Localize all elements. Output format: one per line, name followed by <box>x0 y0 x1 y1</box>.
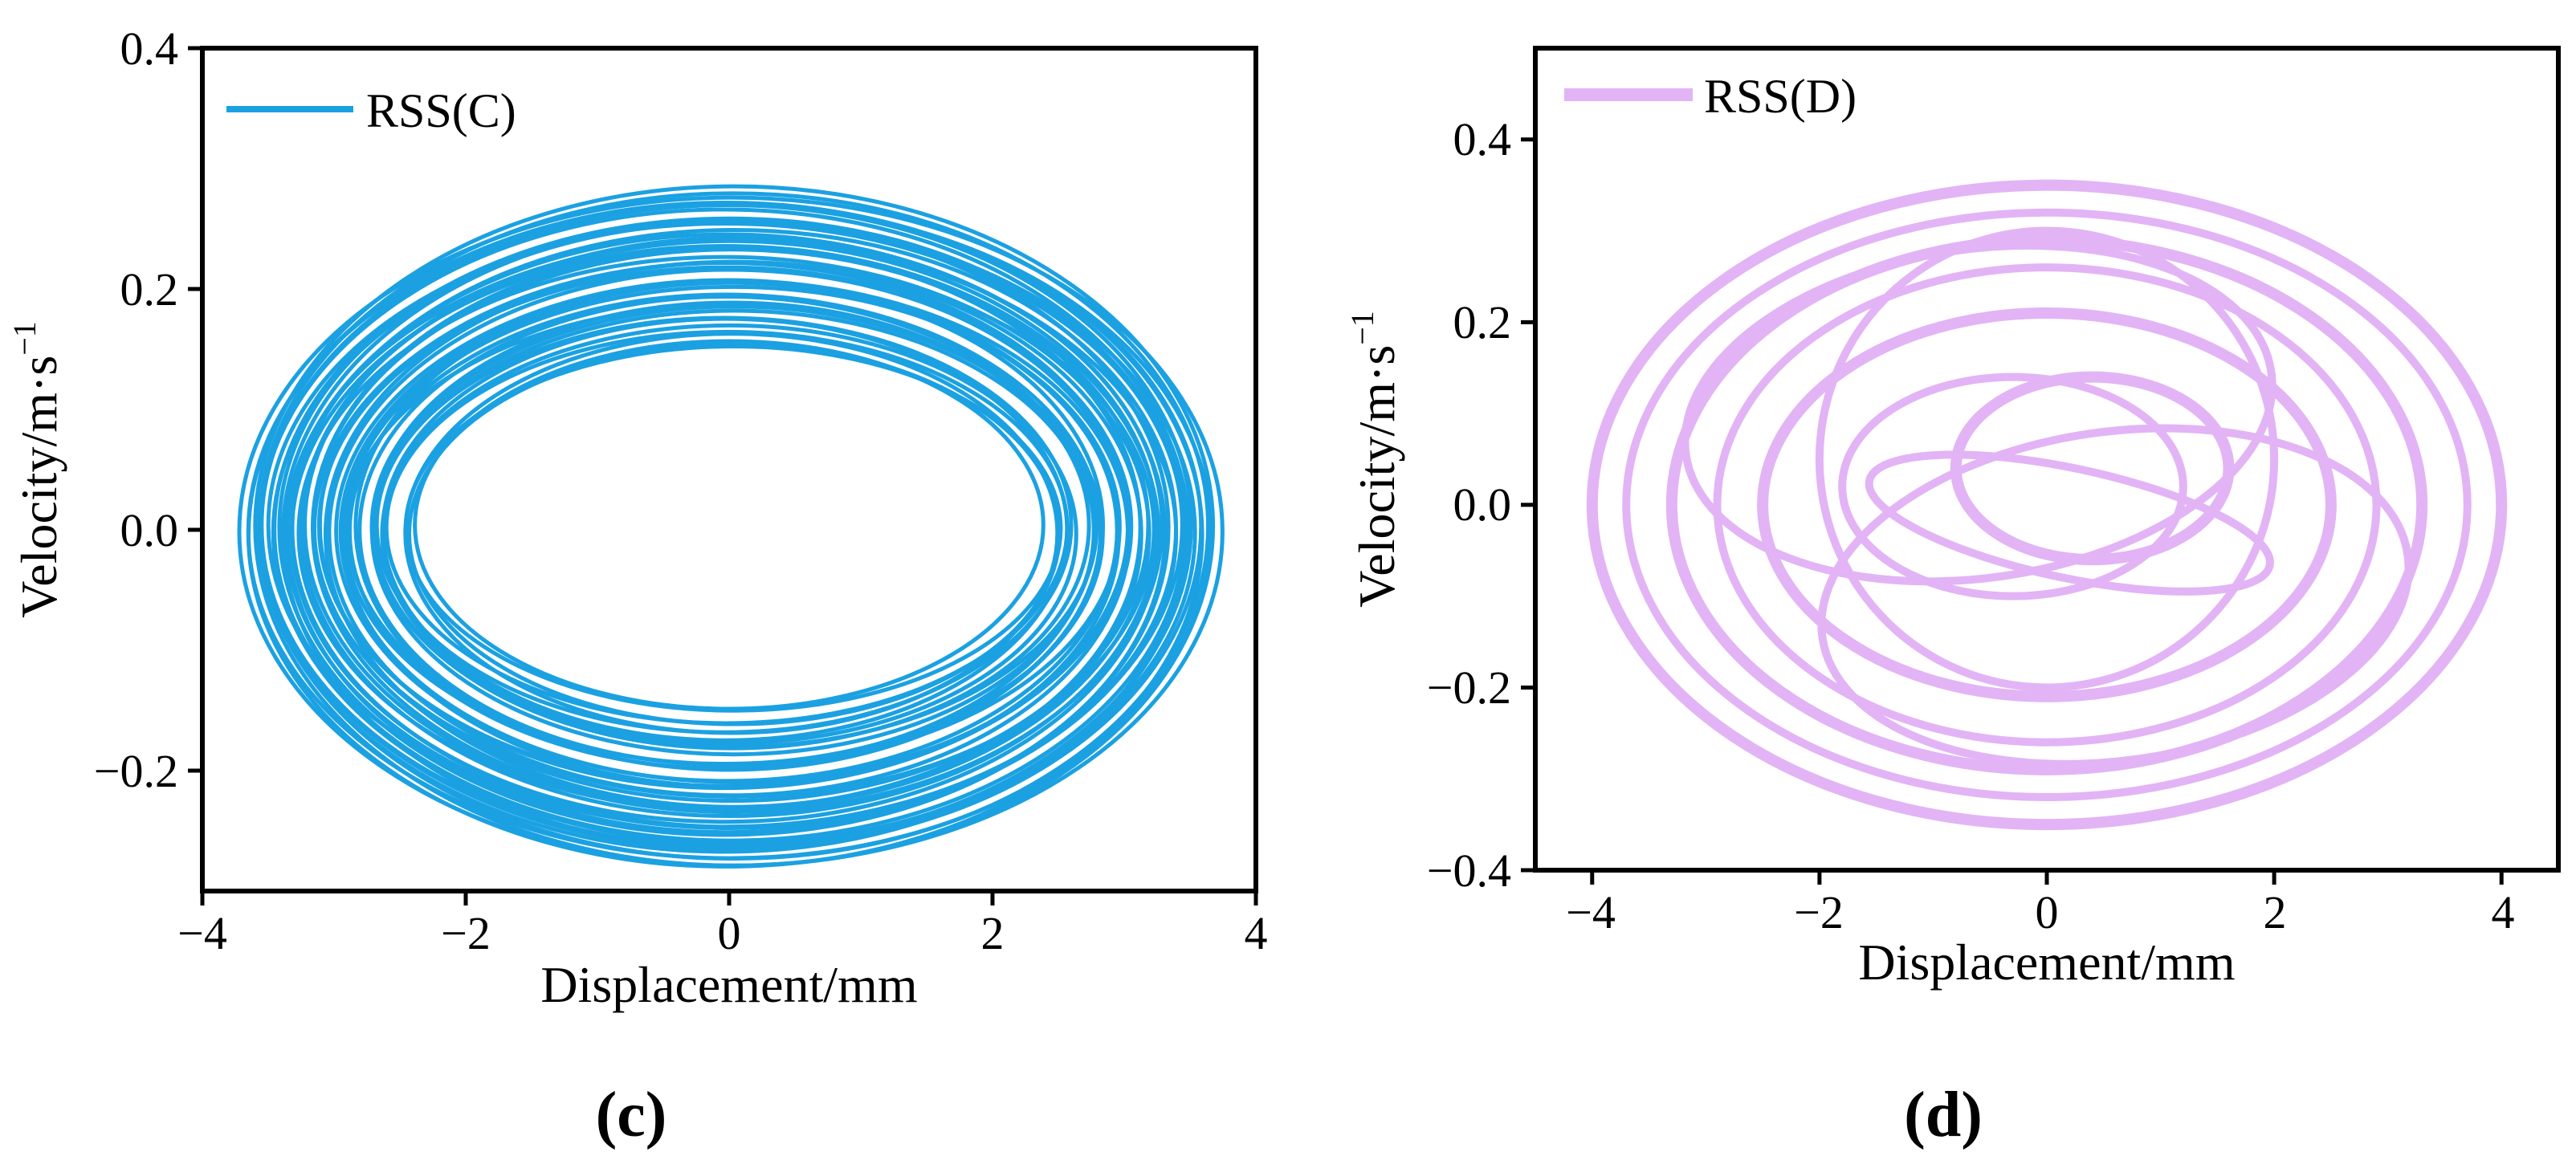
panel-d: −4 −2 0 2 4 −0.4 −0.2 0.0 0.2 0.4 Displa… <box>1344 46 2561 1150</box>
legend-c: RSS(C) <box>226 84 516 137</box>
orbit-loop <box>296 254 1151 812</box>
orbit-loop <box>1665 234 2428 775</box>
orbit-loop <box>1838 372 2187 600</box>
panel-caption-c: (c) <box>596 1080 667 1150</box>
orbit-loop <box>285 232 1168 835</box>
x-tick-labels-d: −4 −2 0 2 4 <box>1566 886 2514 938</box>
legend-label-d: RSS(D) <box>1704 70 1857 123</box>
x-tick-label: −2 <box>1794 886 1844 938</box>
y-tick-label: 0.4 <box>1453 113 1512 165</box>
panel-caption-d: (d) <box>1904 1080 1983 1150</box>
orbit-lobe <box>1817 424 2413 768</box>
legend-label-c: RSS(C) <box>366 84 516 137</box>
y-tick-label: 0.0 <box>1453 478 1512 531</box>
y-tick-label: −0.4 <box>1427 844 1511 897</box>
y-tick-label: 0.2 <box>120 263 179 315</box>
orbit-lobe <box>1815 226 2279 692</box>
x-tick-label: 2 <box>2264 886 2287 938</box>
y-tick-labels-c: −0.2 0.0 0.2 0.4 <box>94 22 178 797</box>
orbit-loop <box>1713 263 2381 747</box>
y-axis-label-main: Velocity/m·s <box>1348 345 1405 608</box>
x-tick-label: 0 <box>2036 886 2059 938</box>
axis-ticks-d <box>1521 137 2504 885</box>
orbit-loop <box>334 278 1119 783</box>
y-tick-label: 0.0 <box>120 504 179 556</box>
x-tick-label: 0 <box>718 907 741 959</box>
plot-area-c <box>237 184 1225 869</box>
x-tick-label: −4 <box>177 907 227 959</box>
plot-area-d <box>1586 179 2508 831</box>
y-axis-label-exponent: −1 <box>1344 311 1380 345</box>
y-tick-label: −0.2 <box>94 745 178 797</box>
x-tick-label: 2 <box>981 907 1005 959</box>
x-axis-label-c: Displacement/mm <box>540 956 917 1013</box>
x-tick-label: 4 <box>1245 907 1268 959</box>
x-tick-label: −2 <box>441 907 491 959</box>
y-tick-label: 0.4 <box>120 22 179 75</box>
orbit-loop <box>380 323 1078 746</box>
y-axis-label-exponent: −1 <box>6 321 43 356</box>
y-tick-label: −0.2 <box>1427 661 1511 714</box>
y-axis-label-main: Velocity/m·s <box>10 356 67 618</box>
orbit-loop <box>257 191 1211 861</box>
y-tick-labels-d: −0.4 −0.2 0.0 0.2 0.4 <box>1427 113 1511 897</box>
orbit-loop <box>1586 179 2508 831</box>
y-tick-label: 0.2 <box>1453 296 1512 348</box>
orbit-loop <box>1622 208 2472 801</box>
legend-d: RSS(D) <box>1564 70 1857 123</box>
orbit-lobe <box>1865 450 2274 596</box>
panel-c: −4 −2 0 2 4 −0.2 0.0 0.2 0.4 Displacemen… <box>6 22 1268 1150</box>
orbit-loop <box>371 300 1091 751</box>
y-axis-label-d: Velocity/m·s−1 <box>1344 311 1405 608</box>
orbit-loop <box>1757 307 2337 702</box>
x-axis-label-d: Displacement/mm <box>1858 934 2235 991</box>
orbit-loop <box>237 195 1225 868</box>
orbit-loop <box>271 219 1197 845</box>
x-tick-labels-c: −4 −2 0 2 4 <box>177 907 1267 959</box>
x-tick-label: 4 <box>2492 886 2515 938</box>
x-tick-label: −4 <box>1566 886 1616 938</box>
y-axis-label-c: Velocity/m·s−1 <box>6 321 67 618</box>
axis-ticks-c <box>188 46 1258 906</box>
